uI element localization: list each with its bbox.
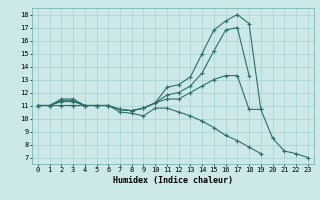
X-axis label: Humidex (Indice chaleur): Humidex (Indice chaleur) (113, 176, 233, 185)
